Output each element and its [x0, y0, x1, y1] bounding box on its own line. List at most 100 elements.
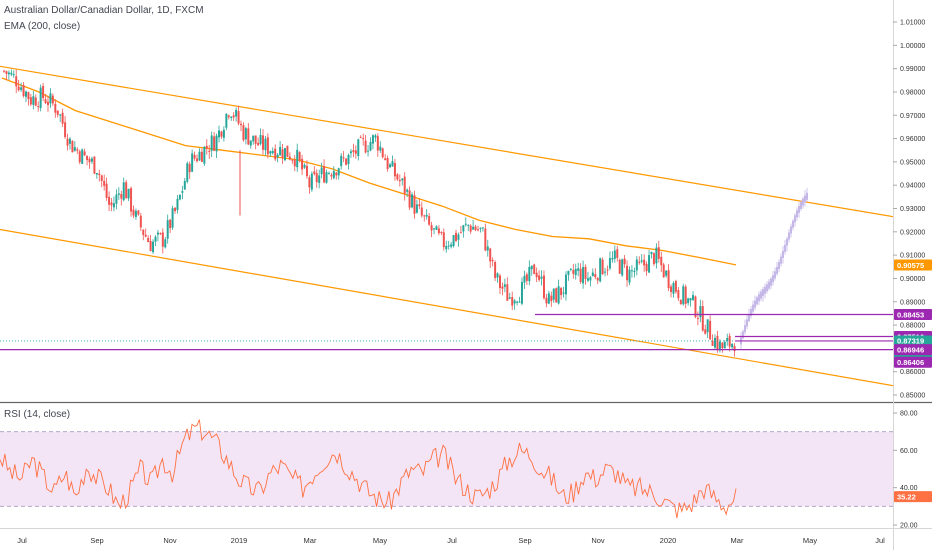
candle-body: [648, 255, 651, 273]
candle-body: [594, 274, 597, 278]
candle-body: [623, 258, 626, 265]
candle-body: [591, 272, 594, 277]
candle-body: [325, 172, 328, 183]
candle-body: [64, 122, 67, 138]
candle-body: [494, 262, 497, 279]
y-tick-label: 1.01000: [900, 20, 925, 27]
candle-body: [425, 214, 428, 217]
candle-body: [723, 341, 726, 349]
candle-body: [699, 306, 702, 318]
symbol-title[interactable]: Australian Dollar/Canadian Dollar, 1D, F…: [4, 5, 204, 16]
projection-bar: [798, 205, 800, 213]
candle-body: [545, 297, 548, 304]
horizontal-levels[interactable]: [0, 313, 893, 351]
rsi-tick-label: 20.00: [900, 523, 918, 530]
candle-body: [127, 188, 130, 199]
y-tick-label: 0.98000: [900, 89, 925, 96]
level-tag-0-box: [894, 309, 932, 321]
rsi-tick-label: 60.00: [900, 448, 918, 455]
candle-body: [108, 196, 111, 205]
candle-body: [371, 135, 374, 144]
candle-body: [384, 158, 387, 161]
candle-body: [491, 259, 494, 261]
candle-body: [665, 270, 668, 276]
candle-body: [640, 260, 643, 262]
candle-body: [254, 135, 257, 144]
candle-body: [310, 173, 313, 190]
candle-body: [266, 137, 269, 155]
candle-body: [291, 159, 294, 161]
y-tick-label: 0.99000: [900, 66, 925, 73]
x-tick-label: 2020: [660, 536, 677, 545]
x-tick-label: May: [803, 536, 817, 545]
candle-body: [120, 194, 123, 199]
rsi-pane: [0, 419, 893, 519]
candle-body: [125, 182, 128, 199]
candle-body: [264, 138, 267, 151]
candle-body: [379, 146, 382, 151]
x-tick-label: Nov: [163, 536, 177, 545]
candle-body: [406, 189, 409, 192]
trend-channel[interactable]: [0, 65, 894, 387]
candle-body: [20, 87, 23, 90]
candle-body: [567, 270, 570, 275]
projection-bar: [762, 289, 764, 297]
candle-body: [601, 259, 604, 275]
ema-line: [1, 77, 737, 266]
candle-body: [498, 275, 501, 288]
ema-path: [1, 77, 737, 266]
x-tick-label: Sep: [90, 536, 103, 545]
candle-body: [692, 295, 695, 300]
candle-body: [455, 232, 458, 241]
candle-body: [122, 182, 125, 201]
y-tick-label: 0.85000: [900, 393, 925, 400]
candle-body: [139, 215, 142, 228]
candle-body: [447, 245, 450, 247]
candle-body: [611, 258, 614, 260]
projection-bar: [790, 226, 792, 234]
candle-body: [586, 278, 589, 281]
candle-body: [435, 226, 438, 230]
candle-body: [606, 269, 609, 271]
candle-body: [555, 288, 558, 303]
candle-body: [596, 277, 599, 281]
candle-body: [687, 298, 690, 304]
rsi-legend[interactable]: RSI (14, close): [4, 409, 71, 420]
candle-body: [630, 270, 633, 272]
candle-body: [508, 297, 511, 299]
candle-body: [269, 151, 272, 154]
candlestick-series: [3, 69, 736, 357]
candle-body: [618, 259, 621, 274]
candle-body: [452, 235, 455, 247]
rsi-tick-label: 80.00: [900, 411, 918, 418]
candle-body: [301, 158, 304, 170]
projection-bar: [758, 294, 760, 302]
candle-body: [247, 128, 250, 145]
candle-body: [584, 266, 587, 279]
projection-bar: [766, 284, 768, 292]
ema-legend[interactable]: EMA (200, close): [4, 21, 81, 32]
candle-body: [227, 115, 230, 118]
candle-body: [222, 129, 225, 138]
candle-body: [37, 106, 40, 108]
candle-body: [362, 138, 365, 140]
candle-body: [288, 156, 291, 160]
x-tick-label: Mar: [304, 536, 317, 545]
candle-body: [54, 103, 57, 113]
candle-body: [511, 297, 514, 306]
candle-body: [161, 232, 164, 247]
candle-body: [5, 71, 8, 74]
candle-body: [235, 109, 238, 117]
candle-body: [298, 152, 301, 161]
projection-bar: [746, 319, 748, 327]
candle-body: [440, 231, 443, 233]
candle-body: [569, 268, 572, 270]
candle-body: [714, 337, 717, 348]
candle-body: [462, 225, 465, 232]
candle-body: [42, 86, 45, 99]
projection-bar: [756, 297, 758, 305]
candle-body: [232, 115, 235, 118]
candle-body: [357, 139, 360, 156]
candle-body: [49, 93, 52, 104]
